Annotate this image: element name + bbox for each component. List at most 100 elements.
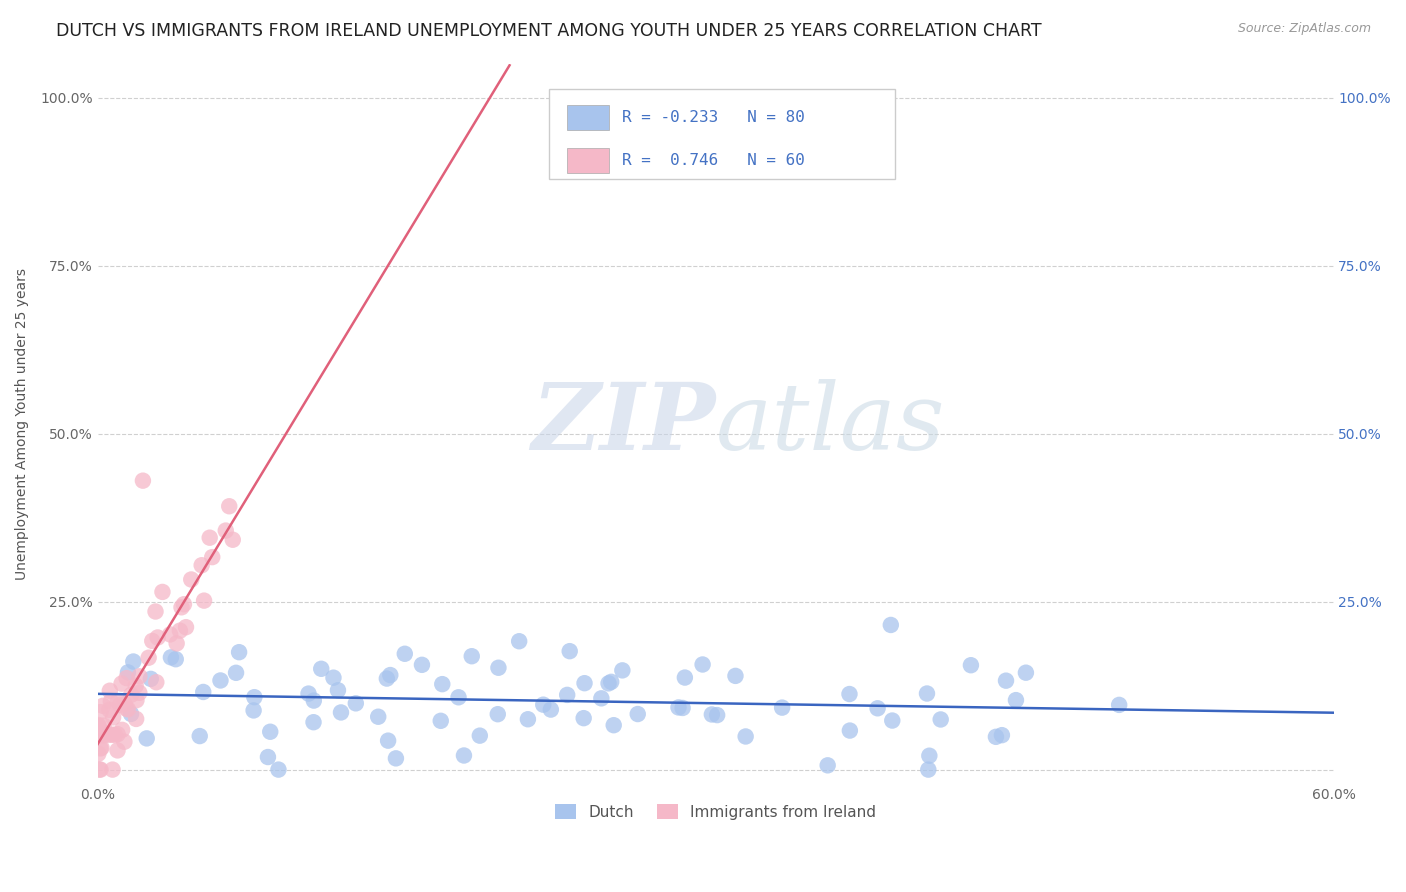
Point xyxy=(432,677,454,691)
Point xyxy=(169,624,191,638)
Point xyxy=(93,718,115,732)
Point xyxy=(101,710,124,724)
Point xyxy=(468,729,491,743)
Point xyxy=(995,673,1018,688)
Point xyxy=(89,705,111,719)
Point xyxy=(198,531,221,545)
Point xyxy=(692,657,714,672)
Point xyxy=(380,668,402,682)
Point xyxy=(115,701,138,715)
Point xyxy=(132,474,155,488)
Text: ZIP: ZIP xyxy=(531,378,716,468)
Point xyxy=(540,702,562,716)
Point xyxy=(1108,698,1130,712)
Text: R =  0.746   N = 60: R = 0.746 N = 60 xyxy=(621,153,804,168)
Point xyxy=(180,573,202,587)
Text: R = -0.233   N = 80: R = -0.233 N = 80 xyxy=(621,110,804,125)
Point xyxy=(117,665,139,680)
Point xyxy=(734,730,756,744)
Point xyxy=(838,723,860,738)
Point xyxy=(598,676,620,690)
Point xyxy=(508,634,530,648)
Point xyxy=(516,712,538,726)
Point xyxy=(108,698,131,712)
Legend: Dutch, Immigrants from Ireland: Dutch, Immigrants from Ireland xyxy=(548,798,883,826)
Point xyxy=(128,669,150,683)
Point xyxy=(411,657,433,672)
Point xyxy=(120,688,142,702)
Point xyxy=(87,747,110,761)
Point xyxy=(145,675,167,690)
Point xyxy=(984,730,1007,744)
Point xyxy=(138,650,160,665)
Point xyxy=(120,706,142,721)
Point xyxy=(125,712,148,726)
Point xyxy=(602,718,624,732)
Point xyxy=(146,631,169,645)
Point xyxy=(98,703,121,717)
Point xyxy=(267,763,290,777)
Point xyxy=(558,644,581,658)
Point xyxy=(673,671,696,685)
Point xyxy=(228,645,250,659)
Point xyxy=(918,748,941,763)
Point xyxy=(486,707,509,722)
Point xyxy=(915,686,938,700)
Point xyxy=(166,636,188,650)
Point xyxy=(960,658,983,673)
Point xyxy=(488,661,510,675)
Point xyxy=(89,741,111,756)
Point xyxy=(344,696,367,710)
Point xyxy=(612,664,634,678)
Point xyxy=(90,740,112,755)
Point xyxy=(174,620,197,634)
Point xyxy=(706,708,728,723)
Point xyxy=(160,650,183,665)
Point xyxy=(122,655,145,669)
Point xyxy=(93,728,115,742)
Point xyxy=(125,679,148,693)
FancyBboxPatch shape xyxy=(567,148,609,173)
Point xyxy=(377,733,399,747)
Point xyxy=(1015,665,1038,680)
Point xyxy=(322,671,344,685)
Point xyxy=(572,711,595,725)
Point xyxy=(574,676,596,690)
Point xyxy=(302,715,325,730)
Point xyxy=(114,697,136,711)
Point xyxy=(128,686,150,700)
Point xyxy=(107,727,129,741)
Point xyxy=(447,690,470,705)
Point xyxy=(257,750,280,764)
Point xyxy=(917,763,939,777)
Point xyxy=(991,728,1014,742)
Text: Source: ZipAtlas.com: Source: ZipAtlas.com xyxy=(1237,22,1371,36)
Point xyxy=(218,500,240,514)
Point xyxy=(141,634,163,648)
Point xyxy=(259,724,281,739)
Point xyxy=(193,685,215,699)
Point xyxy=(555,688,578,702)
Point xyxy=(225,665,247,680)
Point xyxy=(165,652,187,666)
Point xyxy=(209,673,232,688)
Point xyxy=(117,702,139,716)
Point xyxy=(330,706,353,720)
Point xyxy=(193,593,215,607)
Point xyxy=(110,676,132,690)
Point xyxy=(87,718,110,732)
Point xyxy=(104,728,127,742)
Point xyxy=(139,672,162,686)
Point xyxy=(880,618,903,632)
Point xyxy=(98,683,121,698)
FancyBboxPatch shape xyxy=(567,105,609,130)
Point xyxy=(1005,693,1028,707)
Point xyxy=(385,751,408,765)
Point xyxy=(929,713,952,727)
Point xyxy=(242,703,264,717)
Point xyxy=(145,605,167,619)
Point xyxy=(866,701,889,715)
Point xyxy=(188,729,211,743)
Point xyxy=(627,706,650,721)
Point xyxy=(170,600,193,615)
